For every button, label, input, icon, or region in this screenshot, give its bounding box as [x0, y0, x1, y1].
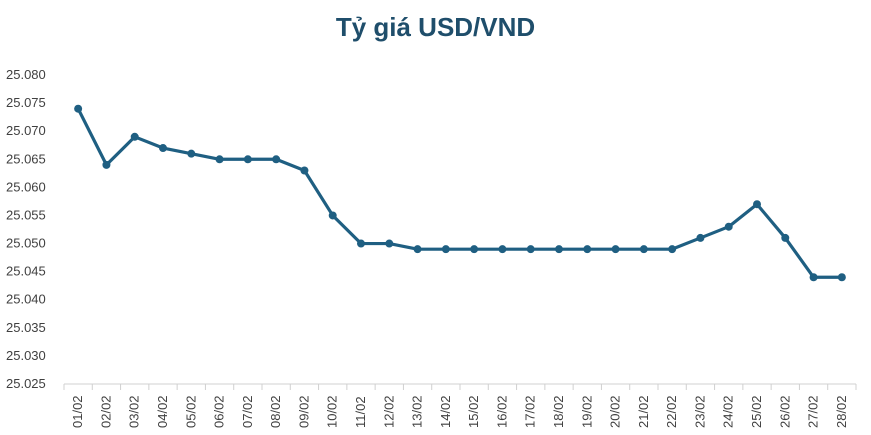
data-point	[724, 222, 733, 231]
data-point	[753, 200, 761, 209]
data-point	[328, 211, 337, 220]
data-point	[357, 239, 365, 248]
data-point	[668, 245, 677, 254]
x-tick-label: 02/02	[98, 395, 113, 428]
data-point	[809, 273, 818, 282]
data-point	[74, 104, 83, 113]
data-point	[130, 132, 139, 141]
x-tick-label: 18/02	[551, 395, 566, 428]
data-point	[611, 245, 620, 254]
data-point	[526, 245, 535, 254]
data-point	[696, 233, 705, 242]
y-tick-label: 25.060	[6, 179, 46, 194]
data-point	[781, 233, 790, 242]
y-tick-label: 25.055	[6, 207, 46, 222]
data-point	[498, 245, 507, 254]
x-tick-label: 27/02	[806, 395, 821, 428]
data-point	[187, 149, 196, 158]
x-tick-label: 04/02	[155, 395, 170, 428]
chart-title: Tỷ giá USD/VND	[335, 12, 536, 42]
x-tick-label: 19/02	[579, 395, 594, 428]
y-tick-label: 25.070	[6, 123, 46, 138]
series-line	[76, 107, 844, 279]
data-point	[102, 160, 111, 169]
y-tick-label: 25.050	[6, 236, 46, 251]
x-tick-label: 20/02	[608, 395, 623, 428]
data-point	[441, 245, 450, 254]
data-point	[413, 245, 422, 254]
data-point	[470, 245, 479, 254]
x-tick-label: 22/02	[664, 395, 679, 428]
x-tick-label: 08/02	[268, 395, 283, 428]
x-axis: 01/02 02/02 03/02 04/02 05/02 06/02 07/02 08/02…	[63, 383, 857, 428]
x-tick-label: 17/02	[523, 395, 538, 428]
x-tick-label: 13/02	[410, 395, 425, 428]
data-point	[639, 245, 648, 254]
x-tick-label: 26/02	[777, 395, 792, 428]
x-tick-label: 16/02	[494, 395, 509, 428]
y-tick-label: 25.025	[6, 376, 46, 391]
series	[74, 104, 846, 282]
y-axis-ticks: 25.025 25.030 25.035 25.040 25.045 25.050 25.0…	[6, 67, 46, 391]
data-point	[385, 239, 394, 248]
data-point	[243, 155, 252, 164]
y-tick-label: 25.045	[6, 264, 46, 279]
data-point	[583, 245, 592, 254]
x-tick-label: 14/02	[438, 395, 453, 428]
y-tick-label: 25.040	[6, 292, 46, 307]
x-tick-label: 09/02	[296, 395, 311, 428]
x-tick-label: 23/02	[692, 395, 707, 428]
x-tick-label: 03/02	[127, 395, 142, 428]
data-point	[555, 245, 563, 254]
x-tick-label: 10/02	[325, 395, 340, 428]
x-tick-label: 11/02	[353, 396, 368, 428]
x-tick-label: 15/02	[466, 395, 481, 428]
y-tick-label: 25.080	[6, 67, 46, 82]
x-tick-label: 05/02	[183, 395, 198, 428]
x-tick-label: 12/02	[381, 395, 396, 428]
x-tick-label: 21/02	[636, 395, 651, 428]
data-point	[159, 144, 167, 153]
data-point	[300, 166, 309, 175]
data-point	[215, 155, 224, 164]
y-tick-label: 25.075	[6, 95, 46, 110]
x-tick-label: 06/02	[212, 395, 227, 428]
data-point	[837, 273, 846, 282]
y-tick-label: 25.030	[6, 348, 46, 363]
x-tick-label: 24/02	[721, 395, 736, 428]
x-tick-label: 07/02	[240, 395, 255, 428]
x-tick-label: 25/02	[749, 395, 764, 428]
x-tick-label: 01/02	[70, 395, 85, 428]
data-point	[272, 155, 281, 164]
y-tick-label: 25.065	[6, 151, 46, 166]
y-tick-label: 25.035	[6, 320, 46, 335]
x-tick-label: 28/02	[834, 395, 849, 428]
